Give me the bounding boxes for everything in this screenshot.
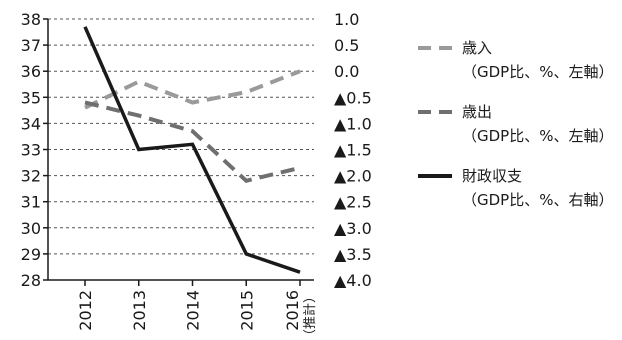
x-tick-label: 2012 <box>76 290 95 331</box>
left-tick-label: 36 <box>21 62 41 81</box>
legend-item-balance: 財政収支 （GDP比、%、右軸） <box>418 164 622 218</box>
left-tick-label: 30 <box>21 219 41 238</box>
x-tick-label: 2015 <box>237 290 256 331</box>
x-tick-label: 2014 <box>184 290 203 331</box>
right-tick-label: ▲1.0 <box>334 114 372 133</box>
legend-sub-balance: （GDP比、%、右軸） <box>462 191 614 209</box>
legend-swatch-balance <box>418 174 452 178</box>
legend-swatch-revenue <box>418 46 452 50</box>
series-line-1 <box>84 100 301 183</box>
left-tick-label: 34 <box>21 114 41 133</box>
x-tick-label: （推計） <box>302 290 318 340</box>
right-tick-label: 0.0 <box>334 62 359 81</box>
left-tick-label: 31 <box>21 193 41 212</box>
right-tick-label: ▲2.0 <box>334 167 372 186</box>
legend-swatch-expenditure <box>418 110 452 114</box>
right-tick-label: ▲2.5 <box>334 193 372 212</box>
right-tick-label: ▲1.5 <box>334 141 372 160</box>
legend-sub-revenue: （GDP比、%、左軸） <box>462 63 614 81</box>
legend-item-revenue: 歳入 （GDP比、%、左軸） <box>418 36 622 90</box>
right-tick-label: 0.5 <box>334 36 359 55</box>
left-tick-label: 29 <box>21 245 41 264</box>
legend-sub-expenditure: （GDP比、%、左軸） <box>462 127 614 145</box>
x-tick-label: 2013 <box>130 290 149 331</box>
left-tick-label: 28 <box>21 271 41 290</box>
legend-item-expenditure: 歳出 （GDP比、%、左軸） <box>418 100 622 154</box>
legend-label-expenditure: 歳出 <box>462 103 493 121</box>
series-line-0 <box>84 69 301 110</box>
series-line-2 <box>83 26 301 274</box>
right-tick-label: 1.0 <box>334 10 359 29</box>
legend: 歳入 （GDP比、%、左軸） 歳出 （GDP比、%、左軸） 財政収支 （GDP比… <box>418 36 622 228</box>
right-tick-label: ▲4.0 <box>334 271 372 290</box>
x-tick-label: 2016 <box>283 290 302 331</box>
right-tick-label: ▲0.5 <box>334 88 372 107</box>
legend-label-revenue: 歳入 <box>462 39 493 57</box>
left-tick-label: 33 <box>21 141 41 160</box>
right-tick-label: ▲3.0 <box>334 219 372 238</box>
left-tick-label: 37 <box>21 36 41 55</box>
left-tick-label: 32 <box>21 167 41 186</box>
legend-label-balance: 財政収支 <box>462 167 523 185</box>
right-tick-label: ▲3.5 <box>334 245 372 264</box>
left-tick-label: 38 <box>21 10 41 29</box>
left-tick-label: 35 <box>21 88 41 107</box>
